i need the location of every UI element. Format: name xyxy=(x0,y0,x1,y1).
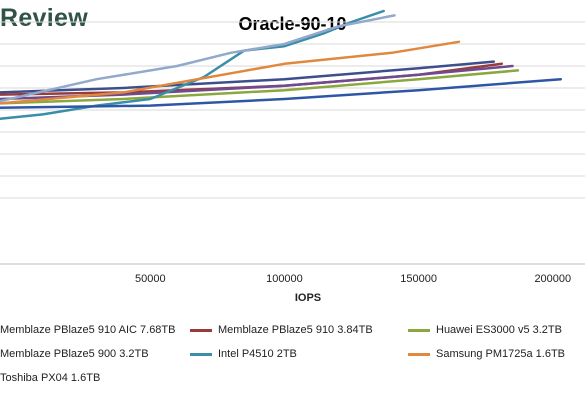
legend-label: Huawei ES3000 v5 3.2TB xyxy=(436,324,562,336)
legend-item: Toshiba PX04 1.6TB xyxy=(0,372,100,384)
legend-swatch xyxy=(190,328,212,332)
chart-title: Oracle-90-10 xyxy=(238,14,347,34)
series-line-0 xyxy=(0,60,496,94)
x-axis-label: IOPS xyxy=(295,292,321,304)
series-line-5 xyxy=(0,40,461,105)
legend-item: Memblaze PBlaze5 900 3.2TB xyxy=(0,348,149,360)
legend-swatch xyxy=(190,352,212,356)
legend-item: Memblaze PBlaze5 910 3.84TB xyxy=(190,324,373,336)
legend-swatch xyxy=(408,328,430,332)
legend-swatch xyxy=(408,352,430,356)
chart-legend: Memblaze PBlaze5 910 AIC 7.68TB Memblaze … xyxy=(0,324,585,394)
legend-item: Memblaze PBlaze5 910 AIC 7.68TB xyxy=(0,324,175,336)
brand-logo-text: Review xyxy=(0,4,88,32)
legend-label: Toshiba PX04 1.6TB xyxy=(0,372,101,384)
legend-label: Samsung PM1725a 1.6TB xyxy=(436,348,566,360)
legend-item: Huawei ES3000 v5 3.2TB xyxy=(408,324,562,336)
legend-label: Memblaze PBlaze5 900 3.2TB xyxy=(0,348,149,360)
x-tick-label: 200000 xyxy=(534,273,571,285)
grid-lines xyxy=(0,21,585,265)
line-chart: 50000 100000 150000 200000 IOPS xyxy=(0,9,585,304)
x-tick-label: 100000 xyxy=(266,273,303,285)
series-line-2 xyxy=(0,69,520,105)
series-line-7 xyxy=(0,14,396,103)
x-tick-label: 50000 xyxy=(135,273,166,285)
legend-label: Memblaze PBlaze5 910 AIC 7.68TB xyxy=(0,324,176,336)
series-lines xyxy=(0,9,563,121)
x-tick-label: 150000 xyxy=(400,273,437,285)
series-line-6 xyxy=(0,77,563,110)
legend-item: Samsung PM1725a 1.6TB xyxy=(408,348,565,360)
legend-label: Memblaze PBlaze5 910 3.84TB xyxy=(218,324,373,336)
legend-label: Intel P4510 2TB xyxy=(218,348,297,360)
legend-item: Intel P4510 2TB xyxy=(190,348,297,360)
x-tick-labels: 50000 100000 150000 200000 xyxy=(135,273,571,285)
